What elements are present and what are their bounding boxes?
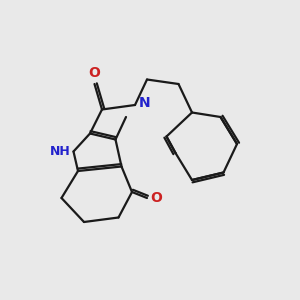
Text: NH: NH xyxy=(50,145,70,158)
Text: O: O xyxy=(88,66,101,80)
Text: O: O xyxy=(151,191,163,205)
Text: N: N xyxy=(139,96,150,110)
